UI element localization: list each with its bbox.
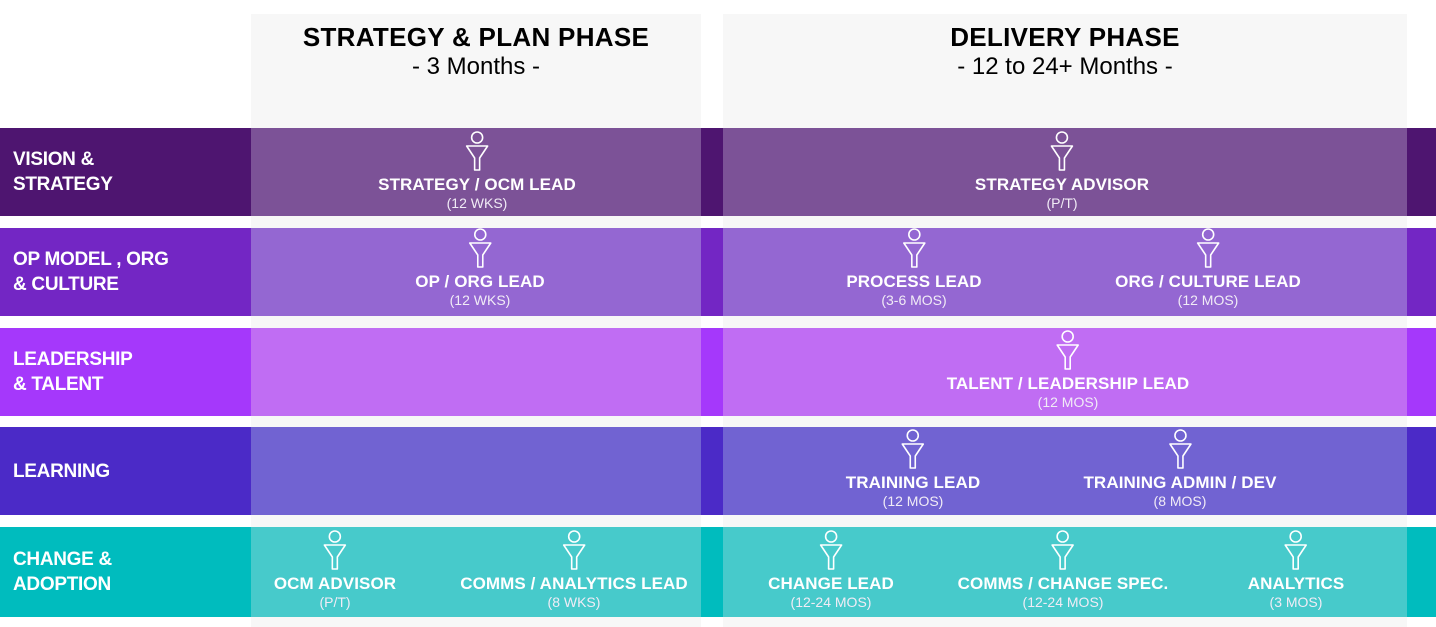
- person-icon: [958, 530, 1169, 572]
- role-duration: (12 MOS): [882, 493, 944, 509]
- role-title: ORG / CULTURE LEAD: [1115, 272, 1301, 291]
- row-label: OP MODEL , ORG & CULTURE: [13, 249, 169, 295]
- row-label: VISION & STRATEGY: [13, 149, 113, 195]
- role-title: TRAINING ADMIN / DEV: [1083, 473, 1277, 492]
- row-leadership-talent: LEADERSHIP & TALENT TALENT / LEADERSHIP …: [0, 328, 1436, 416]
- person-icon: [1083, 429, 1276, 471]
- role-duration: (12-24 MOS): [1022, 594, 1104, 610]
- delivery-phase-column: [723, 14, 1407, 627]
- role-talent-leadership-lead: TALENT / LEADERSHIP LEAD (12 MOS): [947, 330, 1190, 410]
- delivery-phase-cell: [723, 228, 1407, 316]
- role-duration: (12 MOS): [1037, 394, 1099, 410]
- role-strategy-ocm-lead: STRATEGY / OCM LEAD (12 WKS): [378, 131, 576, 211]
- role-duration: (3-6 MOS): [881, 292, 947, 308]
- delivery-phase-cell: [723, 427, 1407, 515]
- role-duration: (8 WKS): [547, 594, 601, 610]
- person-icon: [415, 228, 544, 270]
- role-org-culture-lead: ORG / CULTURE LEAD (12 MOS): [1115, 228, 1301, 308]
- delivery-phase-header: DELIVERY PHASE - 12 to 24+ Months -: [723, 22, 1407, 82]
- person-icon: [1115, 228, 1301, 270]
- role-title: OP / ORG LEAD: [415, 272, 545, 291]
- role-change-lead: CHANGE LEAD (12-24 MOS): [768, 530, 894, 610]
- row-change-adoption: CHANGE & ADOPTION OCM ADVISOR (P/T) COMMS…: [0, 527, 1436, 617]
- phase-duration: - 3 Months -: [411, 53, 541, 80]
- role-title: OCM ADVISOR: [273, 574, 397, 593]
- role-duration: (12 WKS): [449, 292, 511, 308]
- person-icon: [1248, 530, 1345, 572]
- person-icon: [768, 530, 894, 572]
- role-op-org-lead: OP / ORG LEAD (12 WKS): [415, 228, 545, 308]
- strategy-phase-cell: [251, 328, 701, 416]
- person-icon: [274, 530, 396, 572]
- row-label: LEADERSHIP & TALENT: [13, 349, 133, 395]
- phase-title: DELIVERY PHASE: [950, 22, 1180, 52]
- strategy-phase-cell: [251, 427, 701, 515]
- role-comms-analytics-lead: COMMS / ANALYTICS LEAD (8 WKS): [460, 530, 688, 610]
- person-icon: [947, 330, 1190, 372]
- role-strategy-advisor: STRATEGY ADVISOR (P/T): [975, 131, 1149, 211]
- role-title: COMMS / ANALYTICS LEAD: [460, 574, 688, 593]
- role-title: COMMS / CHANGE SPEC.: [957, 574, 1169, 593]
- role-training-lead: TRAINING LEAD (12 MOS): [846, 429, 980, 509]
- strategy-phase-cell: [251, 527, 701, 617]
- person-icon: [460, 530, 688, 572]
- role-title: TALENT / LEADERSHIP LEAD: [946, 374, 1190, 393]
- row-op-model-org-culture: OP MODEL , ORG & CULTURE OP / ORG LEAD (1…: [0, 228, 1436, 316]
- role-duration: (12-24 MOS): [790, 594, 872, 610]
- strategy-phase-header: STRATEGY & PLAN PHASE - 3 Months -: [251, 22, 701, 82]
- delivery-phase-cell: [723, 328, 1407, 416]
- role-duration: (12 WKS): [446, 195, 508, 211]
- role-comms-change-spec: COMMS / CHANGE SPEC. (12-24 MOS): [958, 530, 1169, 610]
- role-ocm-advisor: OCM ADVISOR (P/T): [274, 530, 396, 610]
- row-learning: LEARNING TRAINING LEAD (12 MOS) TRAINING …: [0, 427, 1436, 515]
- person-icon: [846, 429, 980, 471]
- role-title: CHANGE LEAD: [768, 574, 894, 593]
- role-duration: (8 MOS): [1153, 493, 1207, 509]
- role-title: TRAINING LEAD: [845, 473, 981, 492]
- role-title: STRATEGY ADVISOR: [974, 175, 1150, 194]
- row-label: CHANGE & ADOPTION: [13, 549, 112, 595]
- person-icon: [378, 131, 576, 173]
- person-icon: [975, 131, 1149, 173]
- role-duration: (12 MOS): [1177, 292, 1239, 308]
- role-duration: (P/T): [1046, 195, 1078, 211]
- role-title: STRATEGY / OCM LEAD: [378, 175, 576, 194]
- role-duration: (3 MOS): [1269, 594, 1323, 610]
- row-label: LEARNING: [13, 460, 110, 482]
- row-vision-strategy: VISION & STRATEGY STRATEGY / OCM LEAD (12…: [0, 128, 1436, 216]
- role-training-admin-dev: TRAINING ADMIN / DEV (8 MOS): [1083, 429, 1276, 509]
- phase-duration: - 12 to 24+ Months -: [957, 53, 1173, 80]
- person-icon: [846, 228, 981, 270]
- role-title: ANALYTICS: [1247, 574, 1345, 593]
- role-analytics: ANALYTICS (3 MOS): [1248, 530, 1345, 610]
- role-title: PROCESS LEAD: [846, 272, 982, 291]
- role-duration: (P/T): [319, 594, 351, 610]
- strategy-phase-column: [251, 14, 701, 627]
- phase-title: STRATEGY & PLAN PHASE: [302, 22, 650, 52]
- role-process-lead: PROCESS LEAD (3-6 MOS): [846, 228, 982, 308]
